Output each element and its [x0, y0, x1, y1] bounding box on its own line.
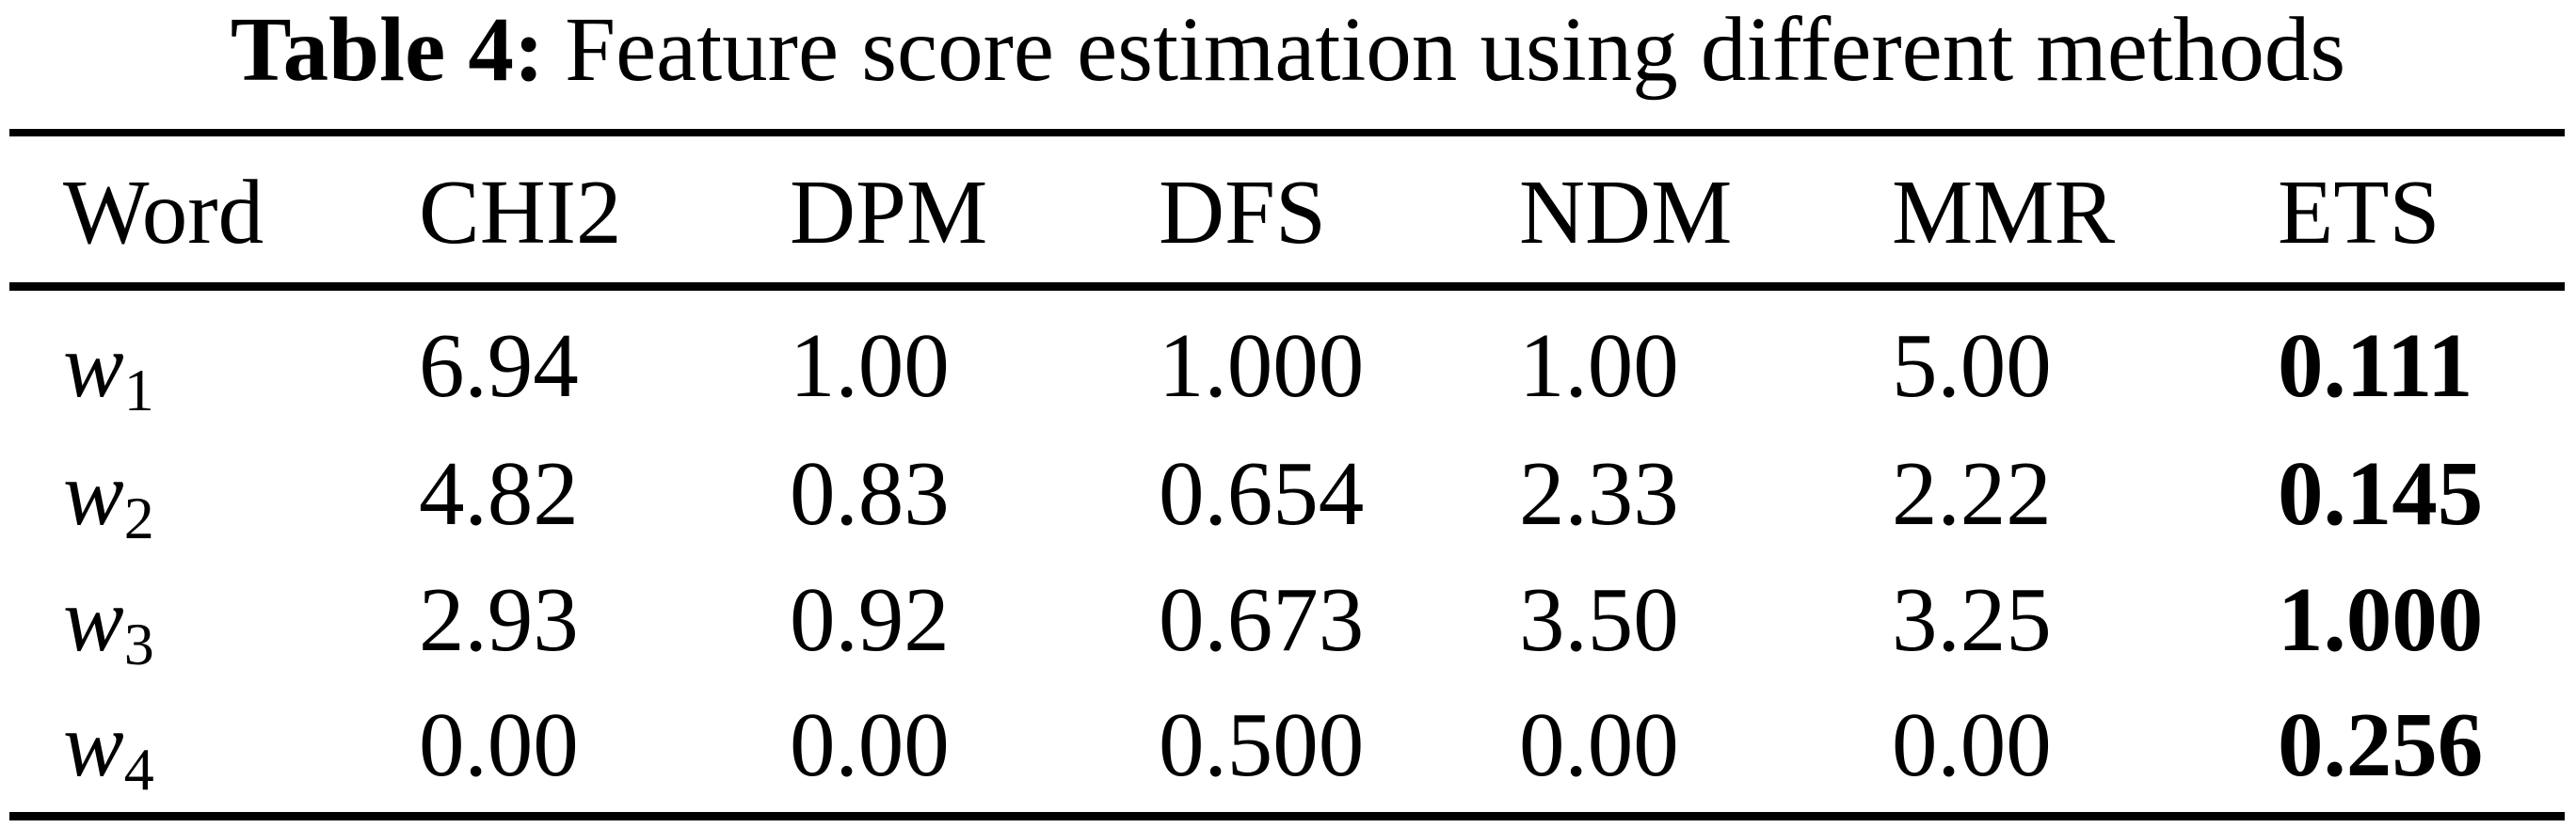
column-header-mmr: MMR — [1892, 162, 2116, 263]
table-cell: 0.92 — [790, 569, 950, 670]
table-cell: 0.00 — [790, 694, 950, 795]
column-header-word: Word — [63, 162, 264, 263]
table-cell-ets: 1.000 — [2278, 569, 2484, 670]
table-cell: 3.50 — [1519, 569, 1679, 670]
row-label-subscript: 1 — [123, 357, 154, 424]
row-label-subscript: 3 — [123, 611, 154, 678]
table-cell: 1.00 — [1519, 315, 1679, 416]
table-top-rule — [9, 129, 2565, 136]
column-header-dpm: DPM — [790, 162, 988, 263]
table-cell: 0.00 — [1892, 694, 2052, 795]
table-cell: 0.00 — [1519, 694, 1679, 795]
table-cell: 2.33 — [1519, 443, 1679, 544]
table-cell: 2.93 — [419, 569, 579, 670]
table-cell-ets: 0.145 — [2278, 443, 2484, 544]
table-cell: 6.94 — [419, 315, 579, 416]
column-header-ets: ETS — [2278, 162, 2440, 263]
row-label-w1: w1 — [63, 320, 154, 421]
table-cell: 0.500 — [1159, 694, 1365, 795]
table-cell-ets: 0.111 — [2278, 315, 2473, 416]
table-caption: Table 4: Feature score estimation using d… — [0, 2, 2576, 98]
table-cell: 2.22 — [1892, 443, 2052, 544]
table-cell: 1.00 — [790, 315, 950, 416]
table-cell: 1.000 — [1159, 315, 1365, 416]
table-cell: 0.654 — [1159, 443, 1365, 544]
table-caption-text: Feature score estimation using different… — [565, 0, 2346, 100]
row-label-base: w — [63, 569, 124, 670]
row-label-base: w — [63, 443, 124, 544]
row-label-base: w — [63, 315, 124, 416]
table-cell: 3.25 — [1892, 569, 2052, 670]
row-label-base: w — [63, 694, 124, 795]
table-cell: 0.83 — [790, 443, 950, 544]
table-bottom-rule — [9, 812, 2565, 820]
row-label-subscript: 4 — [123, 736, 154, 804]
row-label-w2: w2 — [63, 448, 154, 549]
table-cell: 4.82 — [419, 443, 579, 544]
row-label-subscript: 2 — [123, 485, 154, 552]
table-cell-ets: 0.256 — [2278, 694, 2484, 795]
row-label-w4: w4 — [63, 699, 154, 800]
column-header-dfs: DFS — [1159, 162, 1326, 263]
table-cell: 0.673 — [1159, 569, 1365, 670]
table-caption-label: Table 4: — [230, 0, 545, 100]
column-header-chi2: CHI2 — [419, 162, 622, 263]
table-cell: 5.00 — [1892, 315, 2052, 416]
row-label-w3: w3 — [63, 574, 154, 675]
column-header-ndm: NDM — [1519, 162, 1733, 263]
table-cell: 0.00 — [419, 694, 579, 795]
table-header-rule — [9, 282, 2565, 291]
